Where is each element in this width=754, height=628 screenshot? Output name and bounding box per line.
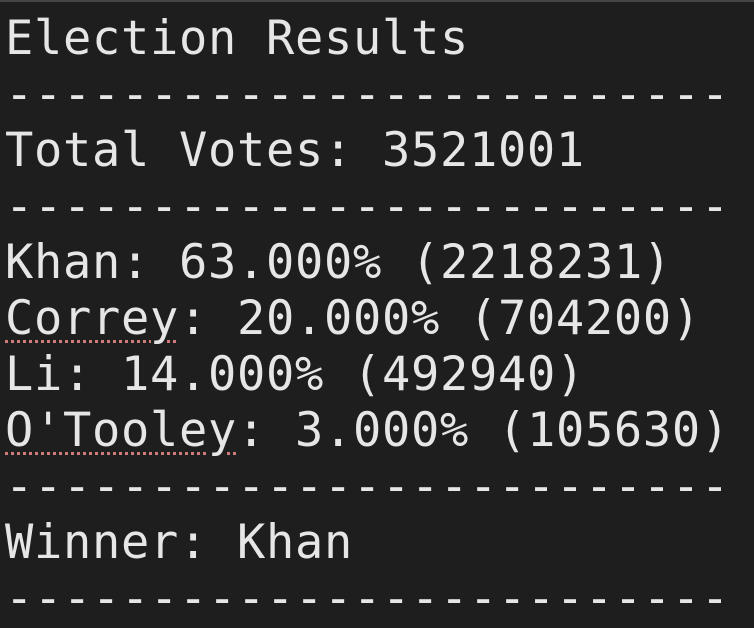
candidate-result: : 63.000% (2218231) bbox=[121, 235, 672, 290]
results-title: Election Results bbox=[5, 11, 469, 66]
candidate-name: O'Tooley bbox=[5, 403, 237, 458]
separator-line: ------------------------- bbox=[5, 182, 725, 232]
candidate-name: Correy bbox=[5, 291, 179, 346]
candidate-line-otooley: O'Tooley: 3.000% (105630) bbox=[5, 406, 730, 456]
candidate-name: Li bbox=[5, 347, 63, 402]
total-votes-line: Total Votes: 3521001 bbox=[5, 123, 585, 178]
candidate-line-khan: Khan: 63.000% (2218231) bbox=[5, 238, 672, 288]
separator-line: ------------------------- bbox=[5, 70, 725, 120]
candidate-result: : 14.000% (492940) bbox=[63, 347, 585, 402]
winner-line: Winner: Khan bbox=[5, 515, 353, 570]
candidate-name: Khan bbox=[5, 235, 121, 290]
separator-line: ------------------------- bbox=[5, 462, 725, 512]
candidate-line-correy: Correy: 20.000% (704200) bbox=[5, 294, 701, 344]
candidate-result: : 20.000% (704200) bbox=[178, 291, 701, 346]
candidate-line-li: Li: 14.000% (492940) bbox=[5, 350, 585, 400]
separator-line: ------------------------- bbox=[5, 574, 725, 624]
candidate-result: : 3.000% (105630) bbox=[236, 403, 730, 458]
